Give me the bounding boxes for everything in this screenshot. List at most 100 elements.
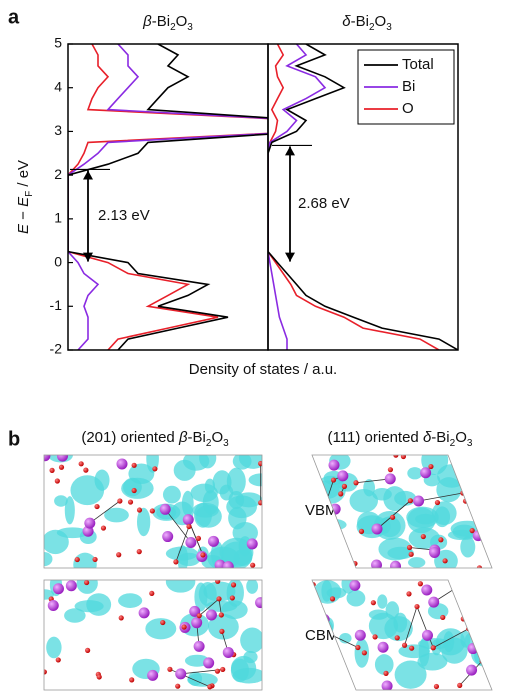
orbital xyxy=(368,612,399,640)
o-atom xyxy=(341,483,348,489)
orbital xyxy=(240,627,262,654)
orbital xyxy=(447,529,477,541)
o-atom xyxy=(258,460,262,467)
o-atom xyxy=(417,581,423,587)
orbital xyxy=(162,485,181,504)
orbital xyxy=(321,541,339,558)
bi-atom xyxy=(429,546,441,558)
orbital xyxy=(421,455,449,475)
bi-atom xyxy=(47,600,59,612)
o-atom xyxy=(488,513,492,519)
o-atom xyxy=(160,619,166,626)
legend-label: Bi xyxy=(402,78,415,95)
o-atom xyxy=(370,600,376,606)
o-atom xyxy=(218,612,224,618)
bond xyxy=(198,598,220,616)
o-atom xyxy=(207,684,213,690)
bi-atom xyxy=(354,629,366,641)
structure-title: (111) oriented δ-Bi2O3 xyxy=(328,429,473,449)
row-label: VBM xyxy=(305,502,338,519)
orbital xyxy=(312,650,332,675)
o-atom xyxy=(433,683,440,690)
orbital xyxy=(243,650,258,664)
orbital xyxy=(246,580,259,594)
orbital xyxy=(104,507,129,523)
bi-atom xyxy=(138,607,150,619)
o-atom xyxy=(230,582,237,588)
orbital xyxy=(86,593,112,616)
o-atom xyxy=(321,524,327,530)
orbital xyxy=(385,601,400,620)
plot-frame xyxy=(267,43,459,351)
bond xyxy=(404,606,418,646)
o-atom xyxy=(407,498,414,504)
orbital xyxy=(203,581,236,602)
orbital xyxy=(73,552,97,568)
bi-atom xyxy=(56,455,68,462)
orbital xyxy=(128,463,155,484)
orbital xyxy=(44,551,53,567)
bi-atom xyxy=(207,535,219,547)
orbital xyxy=(165,580,196,593)
bi-atom xyxy=(413,495,425,507)
o-atom xyxy=(129,677,135,683)
orbital xyxy=(46,636,62,659)
orbital xyxy=(475,585,492,609)
orbital xyxy=(226,467,246,496)
orbital xyxy=(460,536,476,558)
bond xyxy=(465,581,479,583)
o-atom xyxy=(408,551,414,557)
o-atom xyxy=(258,500,262,506)
o-atom xyxy=(74,556,80,563)
bi-atom xyxy=(371,559,383,568)
o-atom xyxy=(420,533,426,540)
o-atom xyxy=(394,635,400,641)
o-atom xyxy=(55,657,61,663)
orbital xyxy=(321,580,333,602)
o-atom xyxy=(440,614,446,621)
orbital xyxy=(476,457,491,469)
o-atom xyxy=(181,624,187,630)
o-atom xyxy=(84,580,90,586)
bond xyxy=(416,606,434,648)
orbital xyxy=(408,557,426,568)
o-atom xyxy=(118,615,124,621)
orbital xyxy=(480,498,492,520)
orbital xyxy=(190,483,218,503)
orbital xyxy=(173,459,196,481)
bond xyxy=(218,598,222,616)
orbital xyxy=(228,506,247,530)
bi-atom xyxy=(421,584,433,596)
chart-title: δ-Bi2O3 xyxy=(342,13,392,33)
o-atom xyxy=(173,559,179,565)
bi-atom xyxy=(162,531,174,543)
y-tick-label: -2 xyxy=(50,341,63,357)
structure xyxy=(44,455,262,568)
y-tick-label: 1 xyxy=(54,210,62,226)
legend-label: O xyxy=(402,100,414,117)
orbital xyxy=(377,594,388,609)
orbital xyxy=(314,480,340,499)
bi-atom xyxy=(381,680,393,690)
o-atom xyxy=(136,549,142,555)
bi-atom xyxy=(222,561,234,568)
dos-plot xyxy=(268,44,458,350)
dos-line xyxy=(268,44,327,350)
dos-line xyxy=(268,44,440,350)
bi-atom xyxy=(185,537,197,549)
structure-frame xyxy=(43,579,263,691)
o-atom xyxy=(54,478,60,484)
structure-frame xyxy=(43,454,263,569)
bi-atom xyxy=(421,629,433,641)
o-atom xyxy=(149,590,155,597)
orbital xyxy=(374,654,394,675)
orbital xyxy=(64,608,86,623)
o-atom xyxy=(196,613,202,619)
dos-line xyxy=(268,44,458,350)
bi-atom xyxy=(65,580,77,592)
bi-atom xyxy=(205,609,217,621)
orbital xyxy=(248,473,262,487)
bi-atom xyxy=(203,657,215,669)
panel-label: a xyxy=(8,6,20,28)
orbital xyxy=(312,542,324,558)
